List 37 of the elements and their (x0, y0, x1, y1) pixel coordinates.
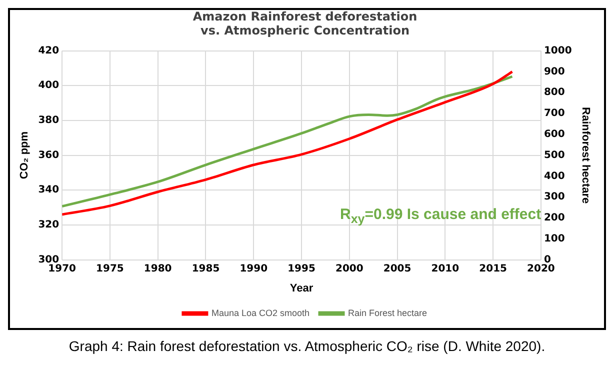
x-tick-label: 1990 (240, 263, 268, 274)
x-tick-label: 1985 (192, 263, 220, 274)
y2-tick-label: 200 (544, 212, 565, 224)
y2-tick-label: 300 (544, 192, 565, 203)
x-tick-label: 2010 (431, 263, 460, 274)
y-tick-label: 320 (38, 220, 60, 231)
legend-label: Rain Forest hectare (348, 308, 428, 318)
x-tick-label: 1970 (48, 263, 76, 274)
x-tick-label: 2000 (335, 263, 364, 274)
caption: Graph 4: Rain forest deforestation vs. Atmospheric CO₂ rise (D. White 2020). (68, 338, 546, 354)
legend-label: Mauna Loa CO2 smooth (211, 308, 310, 318)
chart-title: Amazon Rainforest deforestation vs. Atmospheric Concentration (192, 9, 418, 38)
y2-tick-label: 400 (544, 170, 565, 182)
y-tick-label: 420 (38, 45, 60, 56)
y-tick-label: 400 (38, 80, 60, 92)
y2-tick-label: 500 (544, 150, 565, 161)
x-axis-title: Year (290, 282, 314, 294)
x-tick-label: 2020 (527, 263, 555, 274)
y-tick-label: 300 (38, 254, 60, 266)
y2-tick-label: 700 (544, 108, 565, 120)
y2-tick-label: 800 (544, 87, 565, 98)
y2-tick-label: 600 (544, 128, 565, 140)
y2-tick-label: 900 (544, 66, 565, 78)
x-tick-label: 2015 (479, 263, 508, 274)
y-tick-label: 380 (38, 115, 60, 126)
annotation: R$_{xy}$=0.99 Is cause and effect (340, 206, 542, 226)
y-tick-label: 360 (38, 150, 60, 161)
y-axis-title: CO₂ ppm (18, 131, 31, 180)
y2-tick-label: 100 (544, 233, 565, 244)
y2-tick-label: 0 (544, 254, 551, 266)
x-tick-label: 1980 (144, 263, 172, 274)
y-tick-label: 340 (38, 184, 60, 196)
y2-tick-label: 1000 (544, 45, 572, 56)
x-tick-label: 1995 (288, 263, 316, 274)
x-tick-label: 2005 (383, 263, 412, 274)
y2-axis-title: Rainforest hectare (579, 107, 592, 204)
x-tick-label: 1975 (96, 263, 124, 274)
